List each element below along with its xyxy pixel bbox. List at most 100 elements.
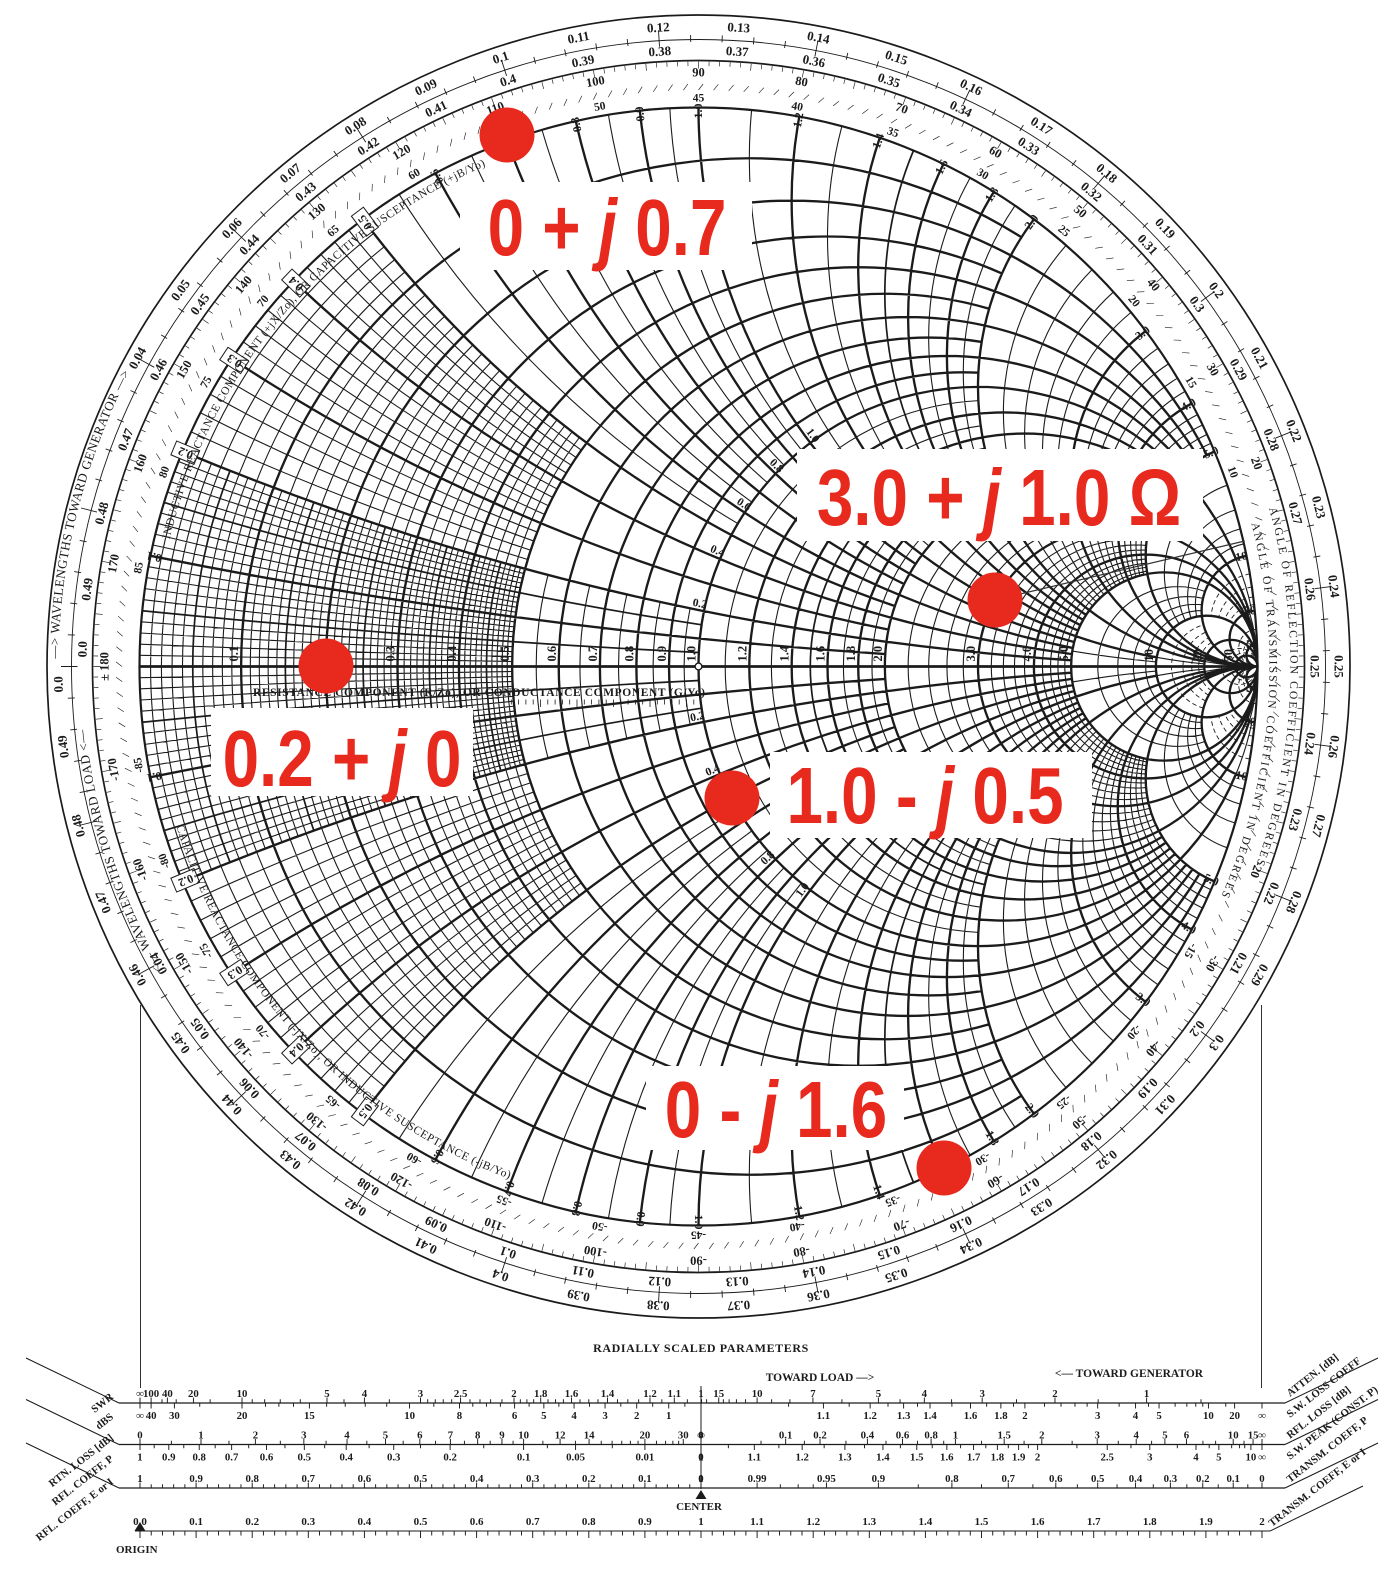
svg-text:1.2: 1.2 — [643, 1388, 657, 1400]
svg-text:± 180: ± 180 — [98, 652, 112, 681]
svg-text:5: 5 — [1156, 1410, 1161, 1422]
svg-text:0.6: 0.6 — [427, 167, 446, 187]
svg-text:0.24: 0.24 — [1325, 574, 1343, 599]
svg-text:60: 60 — [407, 166, 423, 182]
svg-text:5.0: 5.0 — [1202, 870, 1221, 889]
svg-text:0.3: 0.3 — [387, 1452, 401, 1464]
svg-text:-55: -55 — [495, 1192, 514, 1209]
svg-text:0.9: 0.9 — [638, 1516, 652, 1528]
svg-text:0.1: 0.1 — [517, 1452, 531, 1464]
svg-text:0.11: 0.11 — [571, 1263, 595, 1282]
svg-text:2.5: 2.5 — [1100, 1452, 1114, 1464]
svg-text:4: 4 — [922, 1388, 928, 1400]
svg-text:0: 0 — [137, 1430, 142, 1442]
svg-text:0.9: 0.9 — [162, 1452, 176, 1464]
svg-text:0.1: 0.1 — [189, 1516, 203, 1528]
svg-text:6: 6 — [417, 1430, 423, 1442]
svg-text:ORIGIN: ORIGIN — [116, 1544, 158, 1556]
svg-text:0.12: 0.12 — [646, 19, 670, 35]
svg-text:1.3: 1.3 — [838, 1452, 852, 1464]
svg-text:10: 10 — [1142, 649, 1156, 662]
svg-text:0.3: 0.3 — [384, 646, 398, 662]
svg-text:1.4: 1.4 — [919, 1516, 933, 1528]
svg-text:0.6: 0.6 — [1049, 1473, 1063, 1485]
svg-text:100: 100 — [585, 73, 606, 90]
svg-text:1.8: 1.8 — [1143, 1516, 1157, 1528]
svg-text:0.9: 0.9 — [189, 1473, 203, 1485]
svg-text:4.0: 4.0 — [1020, 646, 1034, 662]
svg-text:0.8: 0.8 — [945, 1473, 959, 1485]
svg-text:3: 3 — [1094, 1430, 1100, 1442]
svg-text:0 + j 0.7: 0 + j 0.7 — [488, 183, 727, 273]
svg-text:1.2: 1.2 — [791, 1204, 807, 1221]
svg-text:0.4: 0.4 — [445, 645, 459, 661]
svg-text:0 - j 1.6: 0 - j 1.6 — [665, 1065, 887, 1155]
svg-text:-40: -40 — [788, 1219, 805, 1234]
svg-text:-85: -85 — [132, 756, 147, 773]
svg-text:60: 60 — [987, 143, 1005, 161]
svg-text:5: 5 — [876, 1388, 881, 1400]
svg-text:0.7: 0.7 — [586, 646, 600, 662]
svg-text:45: 45 — [693, 93, 705, 105]
svg-text:1.1: 1.1 — [750, 1516, 764, 1528]
svg-text:0.37: 0.37 — [726, 1297, 750, 1313]
svg-text:0.3: 0.3 — [526, 1473, 540, 1485]
svg-text:1: 1 — [666, 1410, 671, 1422]
svg-text:∞: ∞ — [1258, 1430, 1266, 1442]
svg-text:70: 70 — [893, 100, 910, 117]
svg-text:2: 2 — [1022, 1410, 1027, 1422]
svg-text:4: 4 — [1133, 1410, 1139, 1422]
svg-text:1.9: 1.9 — [1199, 1516, 1213, 1528]
svg-text:85: 85 — [132, 561, 146, 575]
svg-text:1.9: 1.9 — [1012, 1452, 1026, 1464]
svg-text:30: 30 — [975, 166, 991, 182]
svg-text:0.6: 0.6 — [260, 1452, 274, 1464]
svg-text:1.4: 1.4 — [601, 1388, 615, 1400]
svg-text:1.6: 1.6 — [940, 1452, 954, 1464]
svg-text:0.5: 0.5 — [414, 1473, 428, 1485]
svg-text:12: 12 — [555, 1430, 566, 1442]
svg-text:0.3: 0.3 — [301, 1516, 315, 1528]
svg-text:0.05: 0.05 — [566, 1452, 585, 1464]
svg-text:0.2: 0.2 — [692, 597, 709, 612]
svg-text:0.2: 0.2 — [443, 1452, 457, 1464]
svg-text:∞: ∞ — [1258, 1410, 1266, 1422]
svg-text:0.1: 0.1 — [498, 1243, 518, 1262]
svg-text:0.5: 0.5 — [498, 646, 512, 662]
svg-text:-100: -100 — [583, 1243, 608, 1261]
svg-text:1.0: 1.0 — [685, 646, 699, 662]
svg-text:2: 2 — [1052, 1388, 1057, 1400]
svg-text:50: 50 — [593, 100, 607, 114]
svg-text:0.2 + j 0: 0.2 + j 0 — [223, 714, 462, 804]
svg-text:1: 1 — [198, 1430, 203, 1442]
svg-text:5.0: 5.0 — [1057, 646, 1071, 662]
svg-text:1.8: 1.8 — [994, 1410, 1008, 1422]
svg-text:0.2: 0.2 — [245, 1516, 259, 1528]
svg-text:0.2: 0.2 — [582, 1473, 596, 1485]
svg-text:1.1: 1.1 — [748, 1452, 762, 1464]
svg-text:1.6: 1.6 — [565, 1388, 579, 1400]
svg-text:0.48: 0.48 — [91, 500, 111, 526]
svg-text:5.0: 5.0 — [1201, 443, 1220, 462]
svg-text:0.0: 0.0 — [50, 676, 65, 693]
svg-text:4.0: 4.0 — [1178, 395, 1198, 414]
svg-text:20: 20 — [188, 1388, 199, 1400]
svg-text:0.7: 0.7 — [1002, 1473, 1016, 1485]
svg-text:∞: ∞ — [136, 1388, 144, 1400]
svg-text:0.2: 0.2 — [1196, 1473, 1210, 1485]
svg-text:0.1: 0.1 — [1226, 1473, 1240, 1485]
svg-text:1.5: 1.5 — [910, 1452, 924, 1464]
svg-text:3: 3 — [979, 1388, 985, 1400]
svg-text:0.01: 0.01 — [635, 1452, 654, 1464]
svg-text:9: 9 — [499, 1430, 505, 1442]
svg-text:15: 15 — [1182, 375, 1198, 391]
svg-text:5: 5 — [324, 1388, 329, 1400]
svg-text:0.4: 0.4 — [861, 1430, 875, 1442]
svg-text:1.8: 1.8 — [991, 1452, 1005, 1464]
svg-text:3: 3 — [301, 1430, 307, 1442]
svg-text:6: 6 — [512, 1410, 518, 1422]
svg-text:10: 10 — [1234, 548, 1249, 564]
svg-text:0.7: 0.7 — [302, 1473, 316, 1485]
svg-text:1.0: 1.0 — [692, 1215, 706, 1230]
svg-text:75: 75 — [198, 374, 214, 390]
